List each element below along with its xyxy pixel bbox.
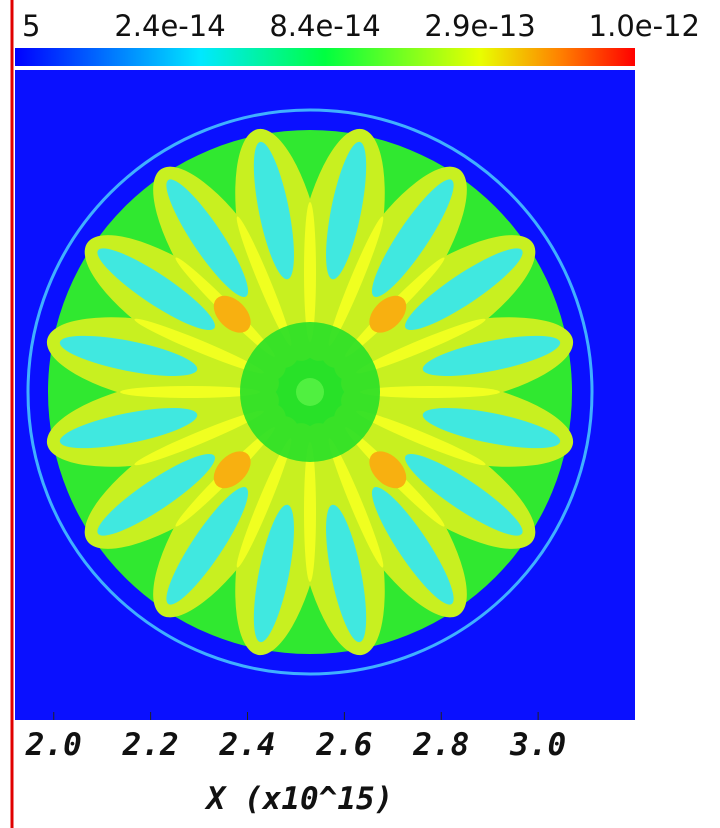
petal-edge (304, 202, 316, 342)
x-tick-label: 2.8 (412, 727, 469, 763)
chart: X (x10^15) 5 2.4e-14 8.4e-14 2.9e-13 1.0e-12… (0, 0, 720, 828)
center-dot (296, 378, 324, 406)
colorbar-label: 1.0e-12 (589, 9, 700, 43)
x-tick-label: 2.0 (25, 727, 82, 763)
colorbar-label: 2.4e-14 (114, 9, 225, 43)
colorbar-label: 8.4e-14 (269, 9, 380, 43)
colorbar (15, 48, 635, 66)
petal-edge (120, 386, 260, 398)
x-tick-label: 2.6 (315, 727, 372, 763)
x-axis-title: X (x10^15) (204, 781, 394, 817)
x-tick-label: 2.4 (219, 727, 276, 763)
x-tick-label: 2.2 (122, 727, 179, 763)
petal-edge (304, 442, 316, 582)
petal-edge (360, 386, 500, 398)
colorbar-label: 2.9e-13 (424, 9, 535, 43)
x-tick-label: 3.0 (509, 727, 566, 763)
colorbar-label: 5 (22, 9, 40, 43)
